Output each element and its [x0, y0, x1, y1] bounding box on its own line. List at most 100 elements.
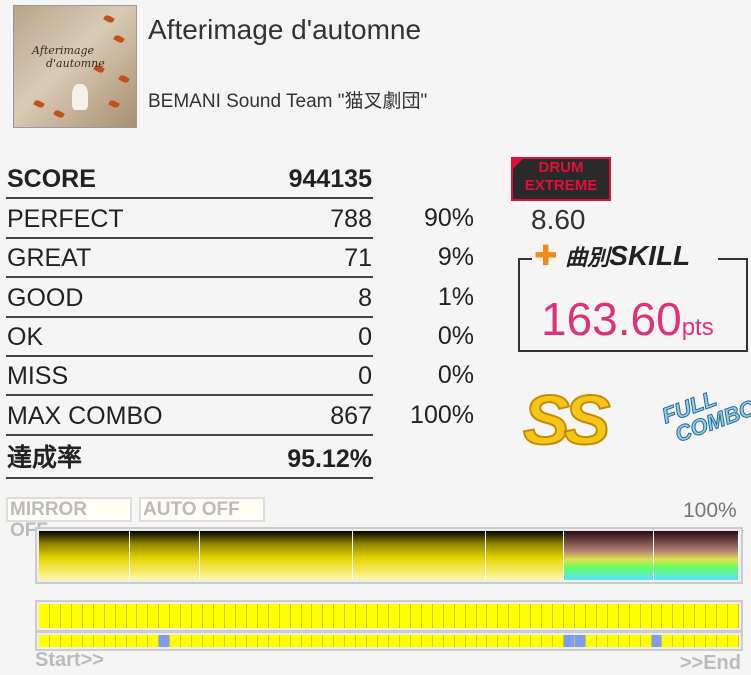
timeline-segment: [290, 635, 302, 647]
timeline-segment: [246, 635, 258, 647]
timeline-segment: [192, 635, 204, 647]
timeline-segment: [509, 604, 521, 628]
timeline-segment: [334, 604, 346, 628]
timeline-segment: [607, 604, 619, 628]
timeline-segment: [629, 604, 641, 628]
timeline-segment: [71, 604, 83, 628]
timeline-segment: [728, 604, 739, 628]
timeline-segment: [717, 635, 729, 647]
timeline-segment: [71, 635, 83, 647]
song-artist: BEMANI Sound Team "猫叉劇団": [148, 91, 428, 112]
timeline-segment: [673, 635, 685, 647]
timeline-segment: [596, 635, 608, 647]
timeline-segment: [520, 635, 532, 647]
timeline-segment: [520, 604, 532, 628]
timeline-segment: [585, 604, 597, 628]
timeline-segment: [60, 604, 72, 628]
timeline-segment: [498, 635, 510, 647]
timeline-segment: [640, 635, 652, 647]
gauge-section: [39, 531, 130, 580]
mirror-option: MIRROR OFF: [6, 497, 132, 541]
gauge-section: [352, 531, 486, 580]
timeline-segment: [323, 635, 335, 647]
timeline-segment: [542, 604, 554, 628]
timeline-judge-bar: [35, 631, 743, 651]
timeline-segment: [651, 604, 663, 628]
gauge-section: [485, 531, 564, 580]
timeline-segment: [60, 635, 72, 647]
achievement-label: 達成率: [7, 444, 83, 472]
timeline-segment: [564, 604, 575, 628]
timeline-segment: [432, 604, 444, 628]
timeline-segment: [509, 635, 521, 647]
timeline-segment: [662, 635, 674, 647]
skill-label: ✚ 曲別SKILL: [534, 239, 690, 272]
timeline-segment: [301, 635, 313, 647]
timeline-segment: [389, 635, 400, 647]
judgement-count: 788: [330, 205, 372, 233]
timeline-segment: [159, 635, 171, 647]
gauge-section: [654, 531, 739, 580]
timeline-segment: [378, 604, 389, 628]
timeline-segment: [246, 604, 258, 628]
rank-badge: SS: [522, 380, 611, 460]
difficulty-badge: DRUM EXTREME: [511, 157, 611, 201]
timeline-segment: [399, 604, 411, 628]
timeline-segment: [148, 604, 160, 628]
timeline-segment: [257, 604, 269, 628]
score-value: 944135: [288, 165, 372, 193]
timeline-segment: [126, 604, 138, 628]
timeline-segment: [651, 635, 663, 647]
timeline-segment: [39, 635, 50, 647]
judgement-count: 867: [330, 401, 372, 430]
skill-number: 163.60: [541, 293, 682, 345]
achievement-row: 達成率 95.12%: [6, 440, 373, 479]
timeline-segment: [104, 604, 116, 628]
skill-box: [518, 258, 748, 352]
timeline-segment: [487, 604, 499, 628]
judgement-label: PERFECT: [7, 205, 124, 233]
timeline-segment: [585, 635, 597, 647]
judgement-count: 0: [358, 362, 372, 391]
timeline-segment: [574, 635, 586, 647]
gauge-section: [129, 531, 200, 580]
timeline-segment: [159, 604, 171, 628]
timeline-segment: [137, 604, 149, 628]
album-jacket: Afterimage d'automne: [13, 5, 137, 128]
auto-option: AUTO OFF: [139, 497, 265, 522]
timeline-segment: [596, 604, 608, 628]
timeline-segment: [673, 604, 685, 628]
difficulty-level: 8.60: [531, 204, 586, 235]
timeline-segment: [356, 604, 368, 628]
timeline-segment: [421, 635, 433, 647]
judgement-label: OK: [7, 322, 44, 351]
timeline-segment: [181, 635, 193, 647]
timeline-segment: [618, 604, 630, 628]
timeline-segment: [465, 635, 477, 647]
gauge-percent: 100%: [683, 499, 737, 522]
timeline-segment: [553, 604, 564, 628]
timeline-segment: [312, 635, 324, 647]
timeline-segment: [640, 604, 652, 628]
timeline-segment: [618, 635, 630, 647]
timeline-segment: [224, 635, 236, 647]
judgement-count: 0: [358, 322, 372, 351]
skill-unit: pts: [681, 314, 714, 341]
timeline-segment: [170, 635, 182, 647]
timeline-segment: [356, 635, 368, 647]
timeline-segment: [257, 635, 269, 647]
timeline-segment: [531, 604, 543, 628]
judgement-label: MAX COMBO: [7, 401, 163, 430]
timeline-segment: [695, 635, 707, 647]
timeline-segment: [706, 635, 718, 647]
timeline-segment: [421, 604, 433, 628]
timeline-segment: [389, 604, 400, 628]
timeline-segment: [268, 604, 280, 628]
difficulty-line2: EXTREME: [524, 177, 598, 194]
timeline-segment: [410, 604, 422, 628]
timeline-segment: [290, 604, 302, 628]
timeline-segment: [334, 635, 346, 647]
judgement-percent: 90%: [423, 204, 474, 232]
timeline-segment: [137, 635, 149, 647]
judgement-row: OK 0: [6, 318, 373, 357]
